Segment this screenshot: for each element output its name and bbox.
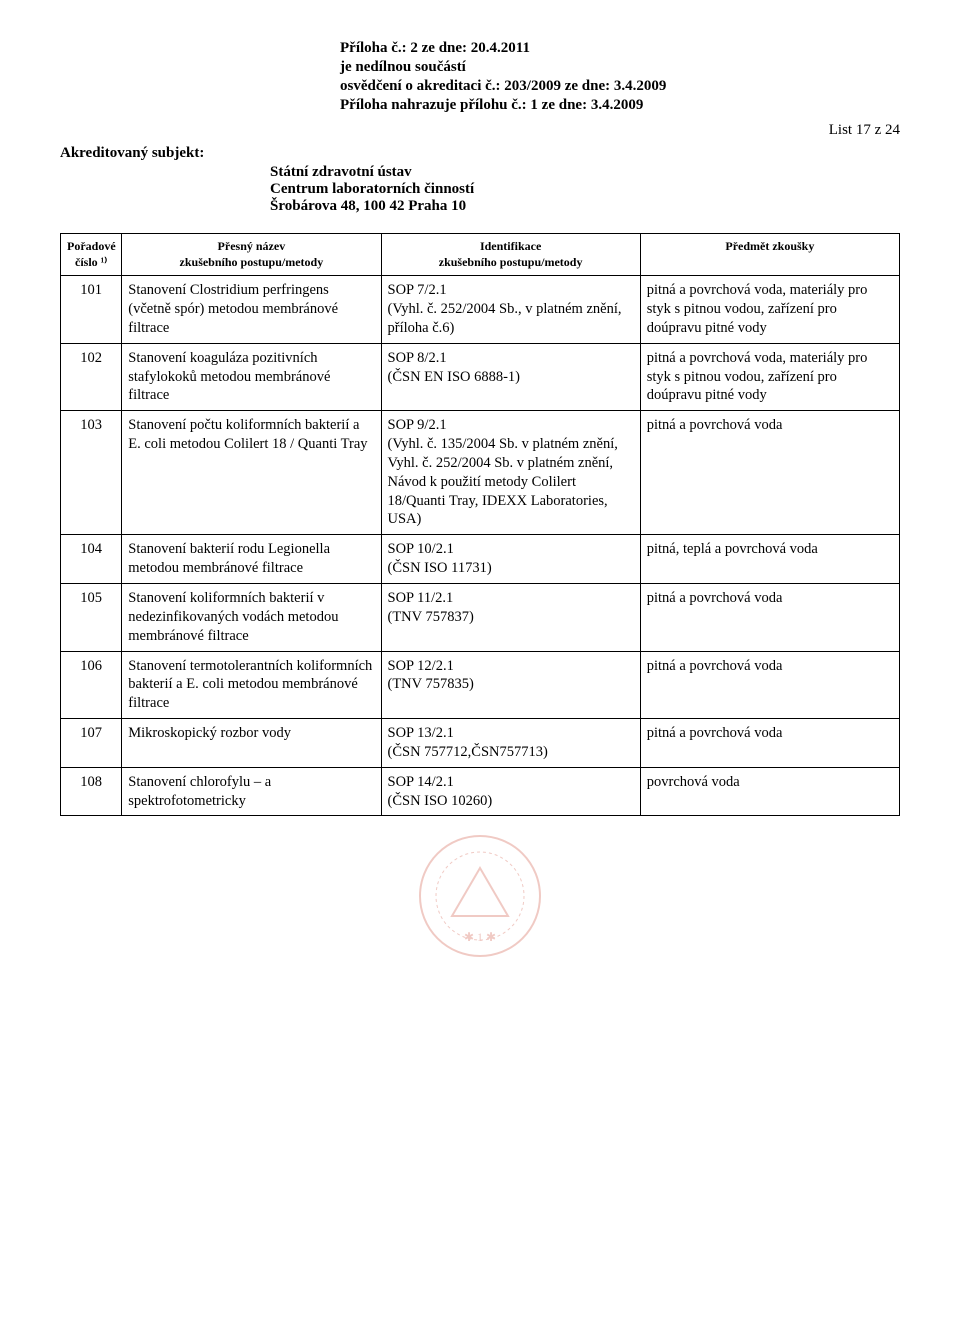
table-row: 105Stanovení koliformních bakterií v ned… — [61, 584, 900, 652]
institution-line-1: Státní zdravotní ústav — [270, 164, 900, 181]
stamp-icon: ✱ 1 ✱ — [410, 826, 550, 966]
table-row: 102Stanovení koaguláza pozitivních stafy… — [61, 343, 900, 411]
cell-subject: povrchová voda — [640, 767, 899, 816]
cell-name: Stanovení počtu koliformních bakterií a … — [122, 411, 381, 535]
cell-identification: SOP 10/2.1 (ČSN ISO 11731) — [381, 535, 640, 584]
table-row: 108Stanovení chlorofylu – a spektrofotom… — [61, 767, 900, 816]
cell-number: 105 — [61, 584, 122, 652]
cell-identification: SOP 9/2.1 (Vyhl. č. 135/2004 Sb. v platn… — [381, 411, 640, 535]
cell-name: Mikroskopický rozbor vody — [122, 719, 381, 768]
table-row: 101Stanovení Clostridium perfringens (vč… — [61, 276, 900, 344]
methods-table: Pořadové číslo ¹⁾ Přesný název zkušebníh… — [60, 233, 900, 816]
col-name: Přesný název zkušebního postupu/metody — [122, 234, 381, 276]
col-identification: Identifikace zkušebního postupu/metody — [381, 234, 640, 276]
svg-text:✱ 1 ✱: ✱ 1 ✱ — [464, 930, 496, 944]
cell-subject: pitná a povrchová voda — [640, 719, 899, 768]
cell-name: Stanovení Clostridium perfringens (včetn… — [122, 276, 381, 344]
cell-subject: pitná a povrchová voda — [640, 584, 899, 652]
institution-block: Státní zdravotní ústav Centrum laborator… — [270, 164, 900, 215]
cell-subject: pitná a povrchová voda — [640, 651, 899, 719]
cell-number: 108 — [61, 767, 122, 816]
cell-identification: SOP 12/2.1 (TNV 757835) — [381, 651, 640, 719]
cell-identification: SOP 14/2.1 (ČSN ISO 10260) — [381, 767, 640, 816]
page-number: List 17 z 24 — [60, 122, 900, 139]
table-row: 107Mikroskopický rozbor vodySOP 13/2.1 (… — [61, 719, 900, 768]
institution-line-2: Centrum laboratorních činností — [270, 181, 900, 198]
cell-number: 107 — [61, 719, 122, 768]
cell-subject: pitná a povrchová voda, materiály pro st… — [640, 343, 899, 411]
document-header: Příloha č.: 2 ze dne: 20.4.2011 je nedíl… — [340, 40, 900, 114]
subject-label: Akreditovaný subjekt: — [60, 145, 900, 162]
cell-identification: SOP 7/2.1 (Vyhl. č. 252/2004 Sb., v plat… — [381, 276, 640, 344]
cell-number: 104 — [61, 535, 122, 584]
cell-name: Stanovení koaguláza pozitivních stafylok… — [122, 343, 381, 411]
cell-number: 103 — [61, 411, 122, 535]
cell-subject: pitná a povrchová voda, materiály pro st… — [640, 276, 899, 344]
table-row: 106Stanovení termotolerantních koliformn… — [61, 651, 900, 719]
cell-name: Stanovení bakterií rodu Legionella metod… — [122, 535, 381, 584]
header-line-2: je nedílnou součástí — [340, 59, 900, 76]
cell-number: 101 — [61, 276, 122, 344]
cell-number: 106 — [61, 651, 122, 719]
header-line-3: osvědčení o akreditaci č.: 203/2009 ze d… — [340, 78, 900, 95]
table-row: 103Stanovení počtu koliformních bakterií… — [61, 411, 900, 535]
cell-name: Stanovení koliformních bakterií v nedezi… — [122, 584, 381, 652]
col-subject: Předmět zkoušky — [640, 234, 899, 276]
cell-number: 102 — [61, 343, 122, 411]
table-header-row: Pořadové číslo ¹⁾ Přesný název zkušebníh… — [61, 234, 900, 276]
cell-identification: SOP 8/2.1 (ČSN EN ISO 6888-1) — [381, 343, 640, 411]
header-line-1: Příloha č.: 2 ze dne: 20.4.2011 — [340, 40, 900, 57]
cell-identification: SOP 11/2.1 (TNV 757837) — [381, 584, 640, 652]
table-row: 104Stanovení bakterií rodu Legionella me… — [61, 535, 900, 584]
header-line-4: Příloha nahrazuje přílohu č.: 1 ze dne: … — [340, 97, 900, 114]
col-number: Pořadové číslo ¹⁾ — [61, 234, 122, 276]
cell-name: Stanovení chlorofylu – a spektrofotometr… — [122, 767, 381, 816]
cell-identification: SOP 13/2.1 (ČSN 757712,ČSN757713) — [381, 719, 640, 768]
cell-name: Stanovení termotolerantních koliformních… — [122, 651, 381, 719]
institution-line-3: Šrobárova 48, 100 42 Praha 10 — [270, 198, 900, 215]
cell-subject: pitná a povrchová voda — [640, 411, 899, 535]
cell-subject: pitná, teplá a povrchová voda — [640, 535, 899, 584]
